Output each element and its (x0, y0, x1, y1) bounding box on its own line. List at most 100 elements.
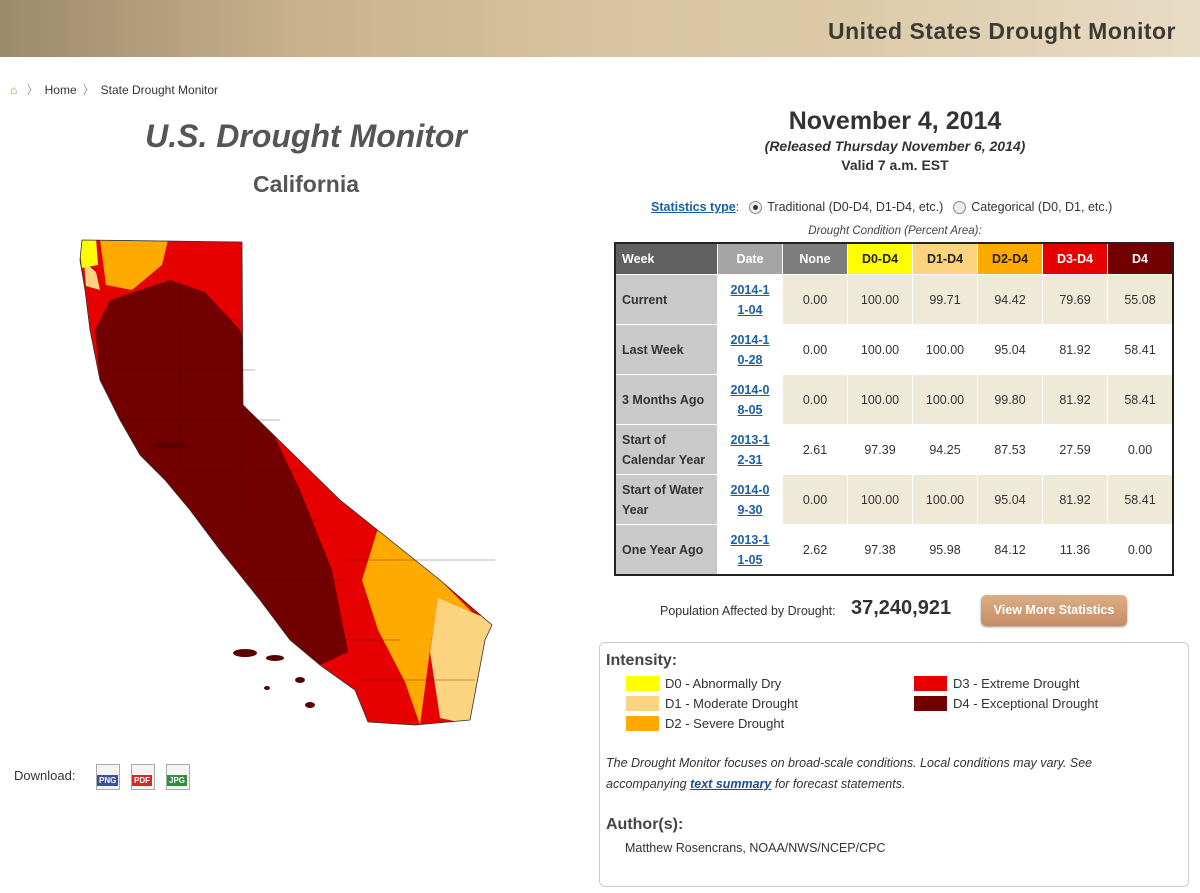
value-cell: 0.00 (782, 324, 848, 375)
week-cell: Start of Calendar Year (614, 424, 718, 475)
view-more-button[interactable]: View More Statistics (981, 595, 1127, 626)
download-format: JPG (167, 775, 188, 786)
value-cell: 87.53 (977, 424, 1043, 475)
download-icon[interactable]: PDF (131, 764, 155, 790)
legend-swatch (626, 676, 659, 691)
download-label: Download: (14, 768, 76, 783)
map-date: November 4, 2014 (788, 107, 1002, 135)
legend-label: D0 - Abnormally Dry (665, 676, 782, 691)
download-format: PDF (132, 775, 152, 786)
download-icon[interactable]: PNG (96, 764, 120, 790)
note-text: The Drought Monitor focuses on broad-sca… (606, 756, 1093, 791)
legend-item: D1 - Moderate Drought (626, 696, 798, 711)
note-text: for forecast statements. (771, 777, 906, 791)
value-cell: 94.42 (977, 274, 1043, 325)
note: The Drought Monitor focuses on broad-sca… (606, 753, 1166, 795)
column-header: D0-D4 (847, 242, 913, 275)
value-cell: 100.00 (912, 324, 978, 375)
value-cell: 11.36 (1042, 524, 1108, 576)
column-header: D2-D4 (977, 242, 1043, 275)
week-cell: Last Week (614, 324, 718, 375)
date-link[interactable]: 2014-08-05 (730, 382, 770, 417)
value-cell: 2.62 (782, 524, 848, 576)
site-title: United States Drought Monitor (828, 18, 1176, 44)
breadcrumb-link[interactable]: Home (44, 83, 77, 97)
home-icon[interactable]: ⌂ (10, 83, 18, 97)
value-cell: 100.00 (847, 474, 913, 525)
stats-table: Week Date None D0-D4 D1-D4 D2-D4 D3-D4 D4 Curren… (614, 242, 1174, 576)
breadcrumb-link[interactable]: State Drought Monitor (100, 83, 219, 97)
date-link[interactable]: 2013-11-05 (730, 532, 770, 567)
state-shape (80, 240, 492, 725)
value-cell: 99.71 (912, 274, 978, 325)
value-cell: 81.92 (1042, 374, 1108, 425)
table-row: Start of Water Year 2014-09-30 0.00 100.00 1… (614, 474, 1174, 525)
download-format: PNG (97, 775, 119, 786)
value-cell: 79.69 (1042, 274, 1108, 325)
download-icon[interactable]: JPG (166, 764, 190, 790)
valid-time: Valid 7 a.m. EST (841, 157, 949, 173)
value-cell: 100.00 (912, 374, 978, 425)
map-title: U.S. Drought Monitor (145, 118, 467, 154)
text-summary-link[interactable]: text summary (690, 777, 772, 791)
date-link[interactable]: 2014-09-30 (730, 482, 770, 517)
value-cell: 27.59 (1042, 424, 1108, 475)
date-cell: 2014-09-30 (717, 474, 783, 525)
separator: : (735, 200, 740, 214)
authors: Matthew Rosencrans, NOAA/NWS/NCEP/CPC (625, 841, 886, 855)
week-cell: One Year Ago (614, 524, 718, 576)
table-row: Current 2014-11-04 0.00 100.00 99.71 94.42 79.… (614, 274, 1174, 325)
value-cell: 0.00 (782, 474, 848, 525)
radio-label[interactable]: Traditional (D0-D4, D1-D4, etc.) (767, 200, 944, 214)
column-header: Week (614, 242, 718, 275)
date-link[interactable]: 2013-12-31 (730, 432, 770, 467)
legend-label: D3 - Extreme Drought (953, 676, 1080, 691)
date-cell: 2013-11-05 (717, 524, 783, 576)
date-cell: 2014-08-05 (717, 374, 783, 425)
column-header: Date (717, 242, 783, 275)
crumb-separator: 〉 (26, 83, 39, 97)
value-cell: 95.04 (977, 474, 1043, 525)
table-row: Start of Calendar Year 2013-12-31 2.61 97.3… (614, 424, 1174, 475)
legend-item: D3 - Extreme Drought (914, 676, 1079, 691)
value-cell: 94.25 (912, 424, 978, 475)
value-cell: 81.92 (1042, 324, 1108, 375)
legend-title: Intensity: (606, 652, 678, 669)
radio-label[interactable]: Categorical (D0, D1, etc.) (971, 200, 1113, 214)
column-header: D4 (1107, 242, 1174, 275)
statistics-type-link[interactable]: Statistics type (651, 200, 736, 214)
value-cell: 97.39 (847, 424, 913, 475)
legend-label: D1 - Moderate Drought (665, 696, 798, 711)
radio-button[interactable] (749, 200, 763, 214)
date-cell: 2013-12-31 (717, 424, 783, 475)
release-date: (Released Thursday November 6, 2014) (764, 138, 1026, 154)
value-cell: 95.04 (977, 324, 1043, 375)
value-cell: 58.41 (1107, 474, 1174, 525)
statistics-type: Statistics type : Traditional (D0-D4, D1… (651, 200, 1112, 214)
legend-item: D0 - Abnormally Dry (626, 676, 781, 691)
value-cell: 84.12 (977, 524, 1043, 576)
date-link[interactable]: 2014-10-28 (730, 332, 770, 367)
legend-label: D2 - Severe Drought (665, 716, 785, 731)
value-cell: 97.38 (847, 524, 913, 576)
value-cell: 2.61 (782, 424, 848, 475)
value-cell: 100.00 (847, 274, 913, 325)
value-cell: 0.00 (782, 374, 848, 425)
legend-swatch (914, 676, 947, 691)
week-cell: Start of Water Year (614, 474, 718, 525)
table-row: 3 Months Ago 2014-08-05 0.00 100.00 100.00 99… (614, 374, 1174, 425)
breadcrumb: ⌂ 〉 Home 〉 State Drought Monitor (10, 81, 224, 98)
value-cell: 55.08 (1107, 274, 1174, 325)
table-row: Last Week 2014-10-28 0.00 100.00 100.00 95.04… (614, 324, 1174, 375)
value-cell: 0.00 (1107, 424, 1174, 475)
legend-box (599, 642, 1189, 887)
radio-button[interactable] (953, 200, 967, 214)
value-cell: 0.00 (782, 274, 848, 325)
table-caption: Drought Condition (Percent Area): (808, 225, 982, 237)
date-link[interactable]: 2014-11-04 (730, 282, 770, 317)
population-value: 37,240,921 (851, 597, 952, 619)
value-cell: 100.00 (847, 374, 913, 425)
value-cell: 95.98 (912, 524, 978, 576)
islands (152, 442, 315, 708)
